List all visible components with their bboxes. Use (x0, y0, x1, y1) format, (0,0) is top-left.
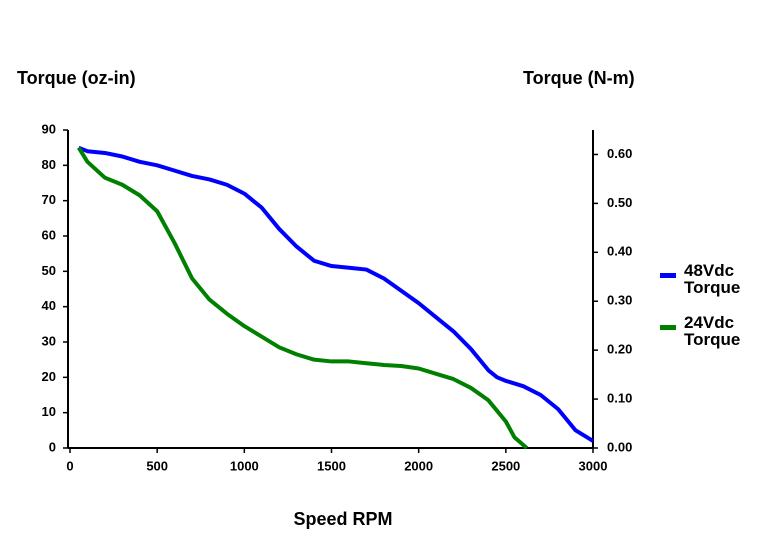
legend-entry: 24Vdc Torque (660, 314, 759, 348)
y-tick-label: 10 (42, 404, 56, 419)
y-tick-label: 30 (42, 333, 56, 348)
y-tick-label: 60 (42, 227, 56, 242)
series-line (77, 145, 595, 443)
y-tick-label: 0 (49, 439, 56, 454)
y2-tick-label: 0.30 (607, 293, 632, 308)
y2-tick-label: 0.10 (607, 391, 632, 406)
x-tick-label: 500 (146, 458, 168, 473)
y2-tick-label: 0.40 (607, 244, 632, 259)
x-tick-label: 1000 (230, 458, 259, 473)
x-tick-label: 3000 (579, 458, 608, 473)
x-tick-label: 2500 (491, 458, 520, 473)
y2-tick-label: 0.60 (607, 146, 632, 161)
y-tick-label: 40 (42, 298, 56, 313)
series-line (77, 146, 529, 450)
legend: 48Vdc Torque 24Vdc Torque (660, 262, 759, 366)
x-tick-label: 1500 (317, 458, 346, 473)
y2-tick-label: 0.00 (607, 439, 632, 454)
y-tick-label: 50 (42, 263, 56, 278)
y2-tick-label: 0.50 (607, 195, 632, 210)
legend-label: 48Vdc Torque (684, 261, 741, 297)
y-tick-label: 90 (42, 121, 56, 136)
x-axis-title: Speed RPM (293, 509, 392, 529)
legend-entry: 48Vdc Torque (660, 262, 759, 296)
y2-axis-title: Torque (N-m) (523, 68, 635, 88)
legend-swatch (660, 325, 676, 330)
y2-tick-label: 0.20 (607, 342, 632, 357)
y-tick-label: 70 (42, 192, 56, 207)
x-tick-label: 0 (66, 458, 73, 473)
x-tick-label: 2000 (404, 458, 433, 473)
y-tick-label: 80 (42, 157, 56, 172)
y-axis-title: Torque (oz-in) (17, 68, 136, 88)
legend-label: 24Vdc Torque (684, 313, 741, 349)
y-tick-label: 20 (42, 369, 56, 384)
legend-swatch (660, 273, 676, 278)
